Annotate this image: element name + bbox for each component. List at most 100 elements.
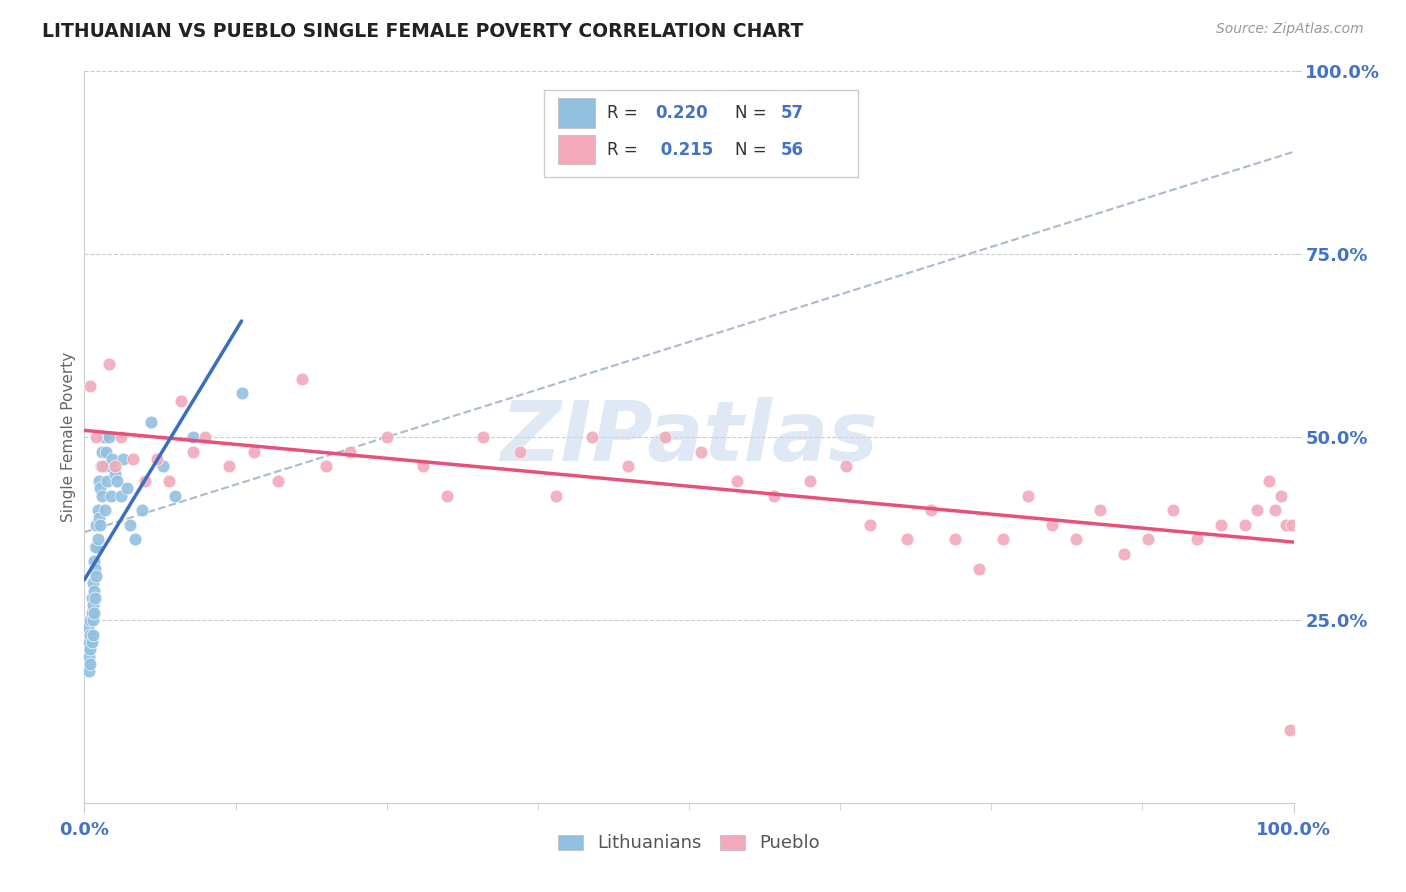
Lithuanians (83, 583, 105, 598)
Pueblo (920, 503, 942, 517)
Pueblo (412, 459, 434, 474)
Pueblo (799, 474, 821, 488)
Lithuanians (89, 517, 111, 532)
Pueblo (1234, 517, 1257, 532)
Lithuanians (87, 474, 110, 488)
Lithuanians (82, 613, 104, 627)
Pueblo (1185, 533, 1208, 547)
Lithuanians (100, 489, 122, 503)
Lithuanians (87, 510, 110, 524)
Lithuanians (84, 562, 107, 576)
Lithuanians (86, 503, 108, 517)
Pueblo (1278, 723, 1301, 737)
Lithuanians (82, 627, 104, 641)
FancyBboxPatch shape (544, 90, 858, 178)
Pueblo (472, 430, 495, 444)
Pueblo (315, 459, 337, 474)
Lithuanians (152, 459, 174, 474)
Lithuanians (77, 620, 100, 634)
Pueblo (91, 459, 114, 474)
Text: Source: ZipAtlas.com: Source: ZipAtlas.com (1216, 22, 1364, 37)
Lithuanians (98, 459, 121, 474)
Pueblo (194, 430, 217, 444)
Text: N =: N = (735, 141, 772, 159)
Pueblo (157, 474, 180, 488)
Text: R =: R = (607, 104, 643, 122)
Lithuanians (79, 627, 101, 641)
Pueblo (1281, 517, 1303, 532)
Text: 0.220: 0.220 (655, 104, 707, 122)
Lithuanians (86, 540, 108, 554)
Lithuanians (77, 649, 100, 664)
Pueblo (1137, 533, 1160, 547)
Lithuanians (86, 533, 108, 547)
Pueblo (339, 444, 361, 458)
Pueblo (291, 371, 314, 385)
Pueblo (146, 452, 169, 467)
Pueblo (581, 430, 603, 444)
Pueblo (1017, 489, 1039, 503)
Lithuanians (79, 613, 101, 627)
Pueblo (181, 444, 204, 458)
Pueblo (375, 430, 398, 444)
Text: LITHUANIAN VS PUEBLO SINGLE FEMALE POVERTY CORRELATION CHART: LITHUANIAN VS PUEBLO SINGLE FEMALE POVER… (42, 22, 804, 41)
Pueblo (544, 489, 567, 503)
Lithuanians (77, 657, 100, 671)
Pueblo (1270, 489, 1292, 503)
Lithuanians (76, 642, 98, 657)
Pueblo (943, 533, 966, 547)
Pueblo (617, 459, 640, 474)
Pueblo (762, 489, 785, 503)
Lithuanians (104, 467, 127, 481)
Lithuanians (110, 489, 132, 503)
Text: 57: 57 (780, 104, 804, 122)
Text: 0.215: 0.215 (655, 141, 713, 159)
Lithuanians (101, 452, 124, 467)
Text: ZIPatlas: ZIPatlas (501, 397, 877, 477)
Lithuanians (77, 664, 100, 678)
Pueblo (509, 444, 531, 458)
Pueblo (1040, 517, 1063, 532)
Pueblo (896, 533, 918, 547)
Lithuanians (89, 481, 111, 495)
Lithuanians (82, 599, 104, 613)
Pueblo (97, 357, 120, 371)
Pueblo (993, 533, 1015, 547)
Pueblo (1088, 503, 1111, 517)
Pueblo (967, 562, 990, 576)
Lithuanians (139, 416, 162, 430)
Pueblo (1161, 503, 1184, 517)
Lithuanians (97, 430, 120, 444)
FancyBboxPatch shape (558, 135, 595, 164)
Pueblo (690, 444, 713, 458)
Lithuanians (80, 606, 103, 620)
Lithuanians (112, 452, 135, 467)
Pueblo (104, 459, 127, 474)
Pueblo (86, 430, 108, 444)
Pueblo (79, 379, 101, 393)
Pueblo (1275, 517, 1298, 532)
Lithuanians (86, 517, 108, 532)
Lithuanians (91, 489, 114, 503)
Pueblo (1114, 547, 1136, 561)
Lithuanians (94, 459, 117, 474)
Lithuanians (84, 540, 107, 554)
Pueblo (121, 452, 143, 467)
Lithuanians (83, 554, 105, 568)
Lithuanians (84, 591, 107, 605)
Lithuanians (124, 533, 146, 547)
Pueblo (859, 517, 882, 532)
Lithuanians (165, 489, 187, 503)
Pueblo (170, 393, 193, 408)
Legend: Lithuanians, Pueblo: Lithuanians, Pueblo (558, 834, 820, 852)
Lithuanians (90, 459, 112, 474)
Lithuanians (79, 642, 101, 657)
Lithuanians (86, 569, 108, 583)
Lithuanians (181, 430, 204, 444)
Pueblo (1258, 474, 1281, 488)
Lithuanians (91, 444, 114, 458)
Lithuanians (120, 517, 142, 532)
Pueblo (1064, 533, 1087, 547)
Text: N =: N = (735, 104, 772, 122)
Y-axis label: Single Female Poverty: Single Female Poverty (60, 352, 76, 522)
